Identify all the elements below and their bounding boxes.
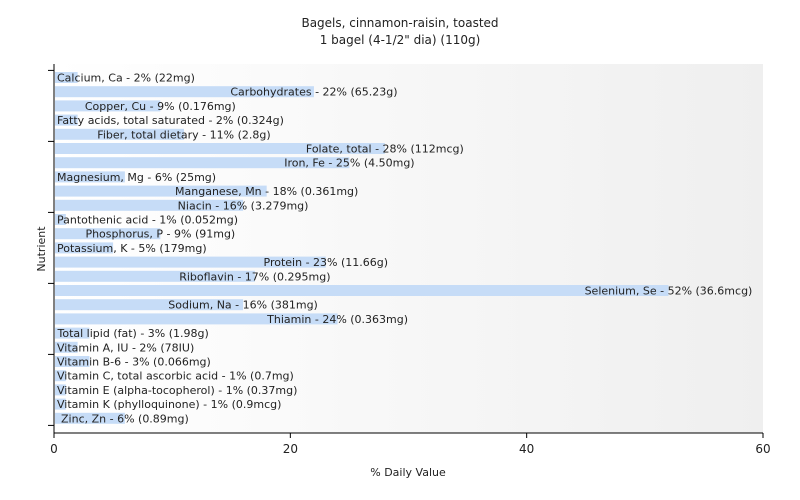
bar [55, 285, 669, 296]
bar [55, 100, 161, 112]
bar [55, 313, 338, 325]
bar-label: Iron, Fe - 25% (4.50mg) [284, 157, 414, 170]
bar [55, 171, 125, 183]
bar [55, 270, 255, 282]
bar [55, 143, 385, 154]
bar-label: Selenium, Se - 52% (36.6mcg) [585, 285, 753, 298]
x-tick-label: 40 [519, 442, 534, 456]
bar-label: Vitamin E (alpha-tocopherol) - 1% (0.37m… [57, 384, 297, 397]
bar [55, 214, 66, 225]
bar [55, 199, 244, 211]
bar-label: Sodium, Na - 16% (381mg) [168, 299, 318, 312]
bars-group [55, 72, 669, 424]
bar [55, 114, 78, 126]
bar [55, 370, 66, 382]
bar [55, 157, 350, 169]
x-tick-label: 0 [50, 442, 58, 456]
bar-label: Fiber, total dietary - 11% (2.8g) [97, 128, 270, 141]
bar-label: Folate, total - 28% (112mcg) [306, 143, 464, 156]
bar-label: Potassium, K - 5% (179mg) [57, 242, 207, 255]
x-axis-label: % Daily Value [370, 466, 446, 479]
bar-label: Carbohydrates - 22% (65.23g) [230, 86, 397, 99]
bar-label: Total lipid (fat) - 3% (1.98g) [57, 327, 209, 340]
bar [55, 398, 66, 410]
axes-group: 0 20 40 60 [48, 64, 771, 456]
bar [55, 185, 267, 197]
y-axis-label: Nutrient [35, 226, 48, 272]
bar [55, 256, 326, 268]
bar-labels-group: Calcium, Ca - 2% (22mg) Carbohydrates - 2… [57, 72, 753, 426]
bar-label: Thiamin - 24% (0.363mg) [266, 313, 408, 326]
bar [55, 242, 114, 254]
bar-label: Vitamin B-6 - 3% (0.066mg) [57, 356, 211, 369]
x-tick-label: 60 [755, 442, 770, 456]
bar-label: Zinc, Zn - 6% (0.89mg) [61, 412, 189, 425]
bar-label: Riboflavin - 17% (0.295mg) [179, 270, 330, 283]
bar-label: Calcium, Ca - 2% (22mg) [57, 72, 195, 85]
bar [55, 356, 90, 367]
bar-label: Phosphorus, P - 9% (91mg) [85, 228, 235, 241]
bar-label: Vitamin K (phylloquinone) - 1% (0.9mcg) [57, 398, 281, 411]
bar-label: Vitamin A, IU - 2% (78IU) [57, 341, 194, 354]
chart-subtitle: 1 bagel (4-1/2" dia) (110g) [320, 33, 481, 47]
bar-label: Copper, Cu - 9% (0.176mg) [85, 100, 236, 113]
bar [55, 412, 125, 424]
bar-label: Magnesium, Mg - 6% (25mg) [57, 171, 216, 184]
plot-background [54, 64, 763, 433]
bar [55, 341, 78, 353]
bar [55, 327, 90, 339]
bar [55, 384, 66, 396]
bar-label: Fatty acids, total saturated - 2% (0.324… [57, 114, 284, 127]
bar [55, 299, 244, 311]
bar [55, 228, 161, 240]
chart-title: Bagels, cinnamon-raisin, toasted [301, 16, 498, 30]
bar-label: Niacin - 16% (3.279mg) [178, 199, 309, 212]
bar-label: Manganese, Mn - 18% (0.361mg) [175, 185, 358, 198]
bar-label: Pantothenic acid - 1% (0.052mg) [57, 214, 238, 227]
bar [55, 86, 314, 98]
bar-label: Vitamin C, total ascorbic acid - 1% (0.7… [57, 370, 294, 383]
bar-label: Protein - 23% (11.66g) [264, 256, 389, 269]
bar [55, 128, 184, 140]
bar [55, 72, 78, 83]
x-tick-label: 20 [283, 442, 298, 456]
